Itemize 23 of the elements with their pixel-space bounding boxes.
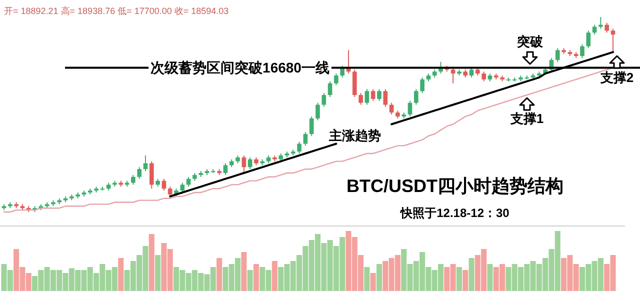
bar xyxy=(364,267,370,291)
text: 开= 18892.21 高= 18938.76 低= 17700.00 收= 18594.03 xyxy=(4,6,229,16)
bar xyxy=(468,258,474,291)
bar xyxy=(272,261,278,291)
bar xyxy=(376,264,382,291)
text: 快照于12.18-12：30 xyxy=(400,206,510,220)
bar xyxy=(456,267,462,291)
bar xyxy=(370,273,376,291)
annotation: 突破 xyxy=(516,34,544,49)
bar xyxy=(216,258,222,291)
annotation: 主涨趋势 xyxy=(328,128,381,143)
bar xyxy=(487,264,493,291)
annotation: 支撑2 xyxy=(599,70,634,85)
bar xyxy=(241,252,247,291)
ref-line-label: 次级蓄势区间突破16680一线 xyxy=(150,60,330,76)
annotation: 支撑1 xyxy=(509,111,544,126)
bar xyxy=(118,258,124,291)
bar xyxy=(462,270,468,291)
bar xyxy=(247,270,253,291)
text: BTC/USDT四小时趋势结构 xyxy=(346,176,564,196)
bar xyxy=(155,255,161,291)
bar xyxy=(253,264,259,291)
bar xyxy=(148,234,154,291)
